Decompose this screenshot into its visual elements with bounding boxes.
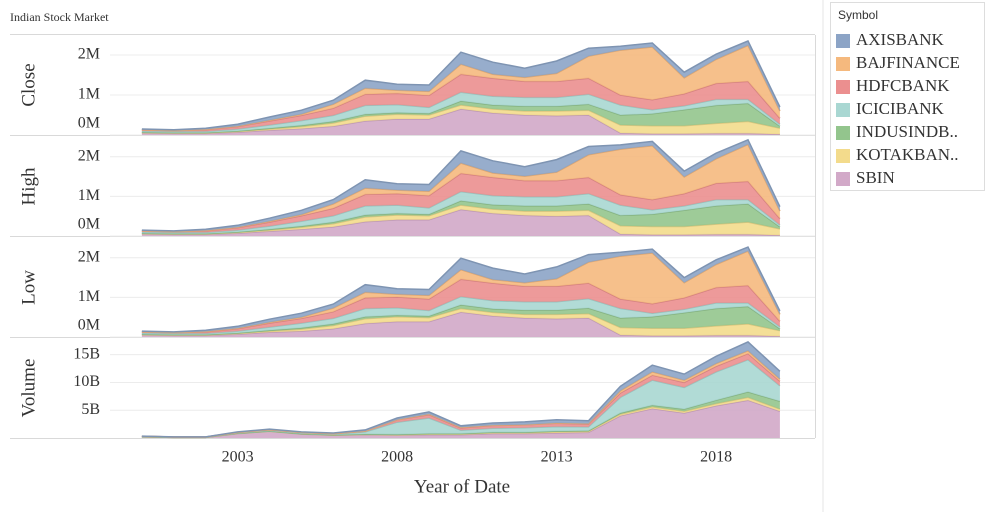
y-tick-label: 0M: [78, 115, 100, 132]
area: [141, 400, 780, 438]
legend-title: Symbol: [838, 8, 878, 22]
y-tick-label: 2M: [78, 248, 100, 265]
area: [141, 359, 780, 438]
area-edge: [141, 40, 781, 131]
area: [141, 304, 780, 335]
area: [141, 109, 780, 135]
y-tick-label: 1M: [78, 187, 100, 204]
x-axis-label: Year of Date: [414, 476, 510, 497]
x-tick-label: 2013: [541, 449, 573, 466]
legend-label: SBIN: [856, 168, 895, 187]
row-label: Low: [18, 270, 39, 305]
row-label: High: [18, 167, 39, 206]
legend-swatch: [836, 57, 850, 71]
area: [141, 279, 780, 334]
y-tick-label: 2M: [78, 46, 100, 63]
area: [141, 200, 780, 234]
legend-swatch: [836, 34, 850, 48]
row-label: Close: [18, 63, 39, 106]
legend-swatch: [836, 172, 850, 186]
area: [141, 144, 780, 232]
legend-swatch: [836, 80, 850, 94]
area: [141, 247, 780, 333]
area-edge: [141, 246, 781, 333]
y-tick-label: 15B: [73, 345, 100, 362]
area: [141, 74, 780, 132]
area: [141, 173, 780, 233]
area: [141, 251, 780, 333]
area: [141, 296, 780, 335]
area-edge: [141, 341, 781, 438]
area: [141, 312, 780, 337]
y-tick-label: 5B: [81, 401, 100, 418]
legend-label: AXISBANK: [856, 30, 945, 49]
legend-label: KOTAKBAN..: [856, 145, 959, 164]
area: [141, 101, 780, 133]
legend-label: INDUSINDB..: [856, 122, 958, 141]
y-tick-label: 1M: [78, 86, 100, 103]
area: [141, 41, 780, 131]
area: [141, 45, 780, 131]
x-tick-label: 2003: [222, 449, 254, 466]
row-label: Volume: [18, 359, 39, 418]
legend-swatch: [836, 103, 850, 117]
y-tick-label: 10B: [73, 373, 100, 390]
y-tick-label: 2M: [78, 147, 100, 164]
area: [141, 191, 780, 234]
area-edge: [141, 138, 781, 232]
legend-box: [830, 2, 985, 191]
legend-swatch: [836, 126, 850, 140]
y-tick-label: 0M: [78, 317, 100, 334]
area: [141, 92, 780, 133]
legend-label: BAJFINANCE: [856, 53, 960, 72]
y-tick-label: 1M: [78, 288, 100, 305]
legend-label: HDFCBANK: [856, 76, 950, 95]
legend-label: ICICIBANK: [856, 99, 945, 118]
x-tick-label: 2008: [381, 449, 413, 466]
chart-title: Indian Stock Market: [10, 10, 109, 24]
x-tick-label: 2018: [700, 449, 732, 466]
legend-swatch: [836, 149, 850, 163]
area: [141, 139, 780, 232]
y-tick-label: 0M: [78, 216, 100, 233]
